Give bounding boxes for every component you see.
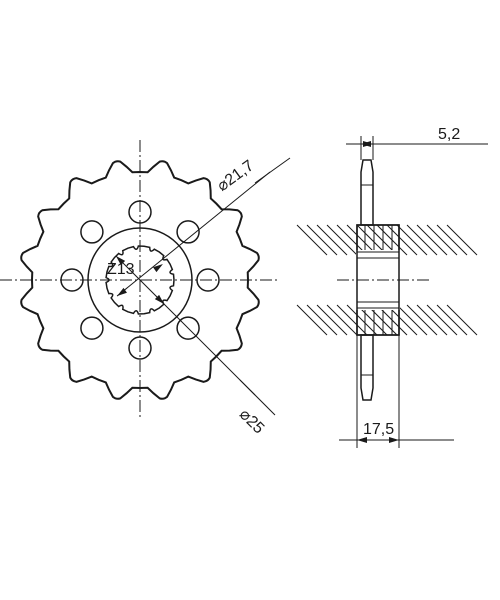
technical-drawing: Z13⌀21,7⌀255,217,5 (0, 0, 500, 600)
dim-175: 17,5 (363, 421, 394, 438)
dim-d217: ⌀21,7 (214, 157, 257, 195)
bolt-hole (81, 221, 103, 243)
front-view: Z13⌀21,7⌀25 (0, 140, 290, 437)
dim-52: 5,2 (438, 126, 460, 143)
side-view: 5,2 17,5 (297, 126, 488, 448)
bolt-hole (81, 317, 103, 339)
dim-d25: ⌀25 (236, 406, 267, 437)
